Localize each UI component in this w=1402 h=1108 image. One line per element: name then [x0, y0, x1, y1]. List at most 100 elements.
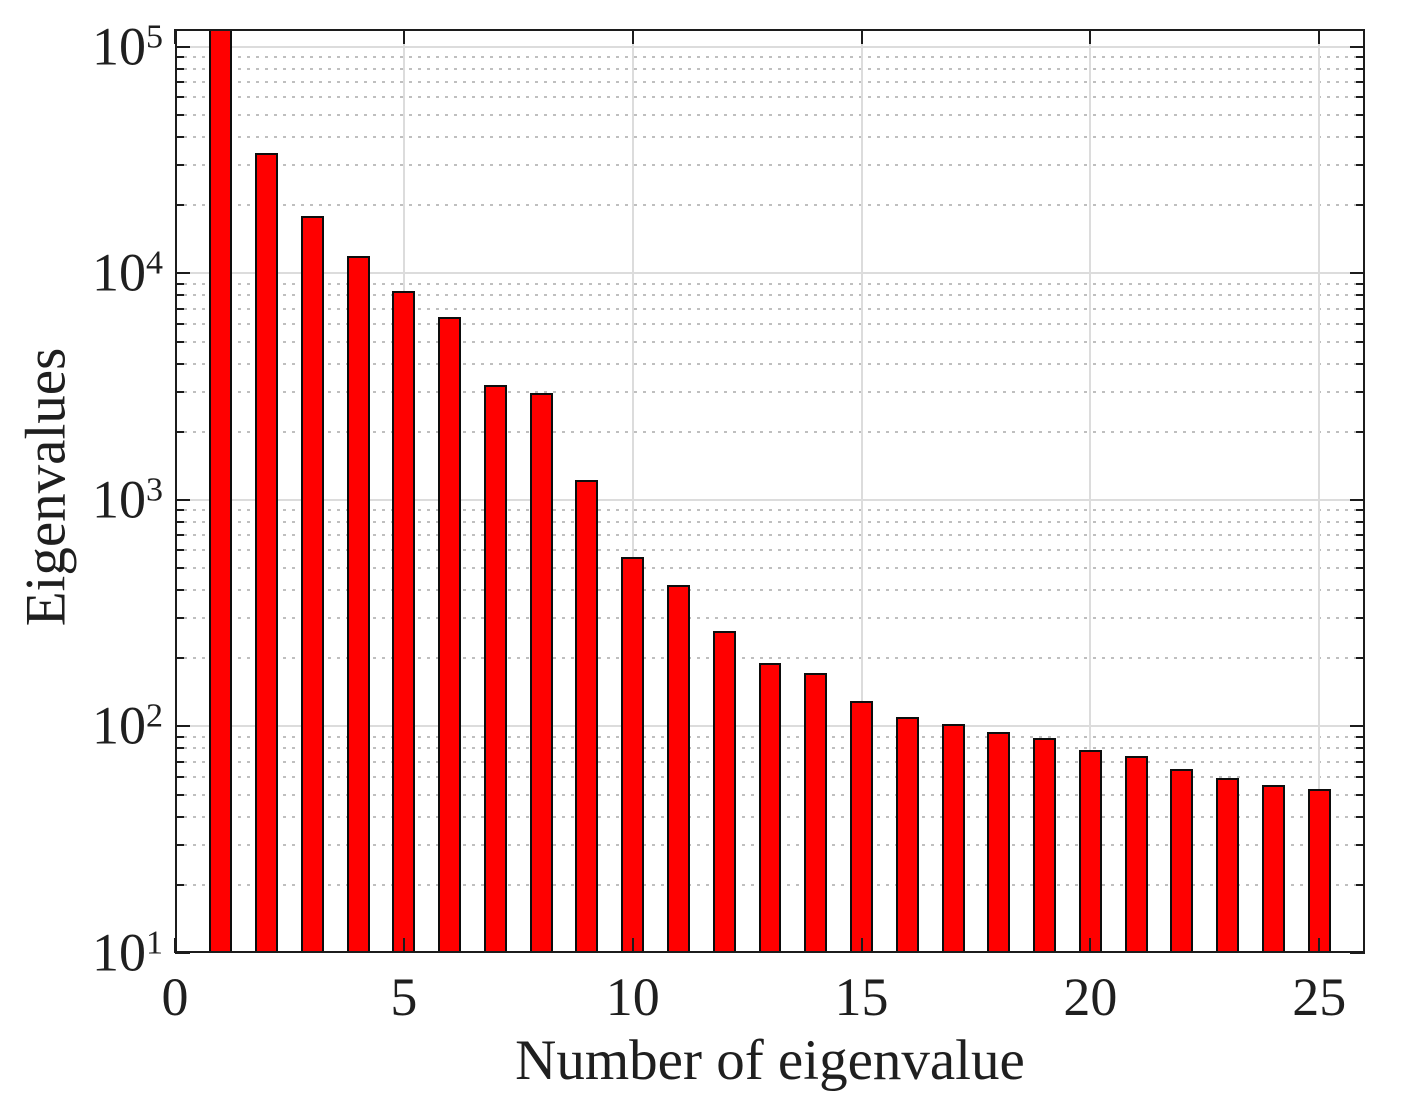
x-major-gridline: [1089, 29, 1092, 953]
y-minor-gridline: [175, 509, 1365, 512]
y-minor-tick-right: [1356, 96, 1365, 99]
bar: [667, 585, 690, 953]
y-minor-tick-right: [1356, 617, 1365, 620]
y-tick-right: [1350, 952, 1365, 954]
y-minor-gridline: [175, 340, 1365, 343]
x-tick-top: [860, 29, 863, 44]
y-minor-tick: [175, 657, 184, 660]
plot-box-border: [175, 29, 1365, 953]
y-minor-tick: [175, 775, 184, 778]
x-tick-top: [402, 29, 405, 44]
x-tick-top: [174, 29, 176, 44]
y-minor-gridline: [175, 657, 1365, 660]
bar: [346, 255, 370, 953]
y-minor-tick-right: [1356, 340, 1365, 343]
y-minor-gridline: [175, 56, 1365, 59]
y-minor-tick-right: [1356, 589, 1365, 592]
bar: [621, 557, 645, 953]
bar: [1078, 749, 1102, 953]
y-minor-tick: [175, 340, 184, 343]
y-minor-tick: [175, 534, 184, 537]
bar: [804, 673, 828, 953]
x-major-gridline: [631, 29, 634, 953]
y-minor-tick-right: [1356, 883, 1365, 886]
bar: [1033, 737, 1057, 953]
y-minor-gridline: [175, 136, 1365, 139]
y-minor-tick: [175, 567, 184, 570]
y-minor-tick-right: [1356, 390, 1365, 393]
y-minor-gridline: [175, 114, 1365, 117]
y-tick-right: [1350, 725, 1365, 728]
y-minor-tick: [175, 136, 184, 139]
y-minor-tick: [175, 589, 184, 592]
x-tick-label: 0: [161, 967, 189, 1027]
y-minor-tick-right: [1356, 534, 1365, 537]
x-tick-top: [1089, 29, 1092, 44]
y-minor-tick-right: [1356, 793, 1365, 796]
y-minor-tick-right: [1356, 657, 1365, 660]
y-minor-tick-right: [1356, 775, 1365, 778]
y-minor-tick-right: [1356, 362, 1365, 365]
bar: [850, 700, 873, 953]
y-minor-tick: [175, 282, 184, 285]
y-minor-gridline: [175, 617, 1365, 620]
y-tick-label: 104: [92, 242, 163, 303]
y-minor-tick: [175, 307, 184, 310]
bar: [1262, 785, 1285, 953]
y-minor-tick: [175, 843, 184, 846]
y-minor-tick-right: [1356, 136, 1365, 139]
y-minor-gridline: [175, 534, 1365, 537]
y-major-gridline: [175, 45, 1365, 48]
y-tick-label: 103: [92, 469, 163, 530]
y-minor-gridline: [175, 390, 1365, 393]
y-tick-right: [1350, 498, 1365, 501]
y-minor-tick: [175, 294, 184, 297]
y-minor-tick: [175, 362, 184, 365]
x-tick-top: [1318, 29, 1321, 44]
bar: [758, 663, 782, 953]
y-minor-tick: [175, 56, 184, 59]
y-tick-right: [1350, 272, 1365, 275]
bar: [1216, 778, 1240, 953]
y-minor-tick-right: [1356, 164, 1365, 167]
y-tick: [175, 952, 190, 954]
y-minor-tick-right: [1356, 307, 1365, 310]
y-minor-tick-right: [1356, 815, 1365, 818]
y-minor-gridline: [175, 282, 1365, 285]
y-minor-gridline: [175, 589, 1365, 592]
bar: [529, 392, 553, 953]
y-minor-tick-right: [1356, 567, 1365, 570]
y-minor-tick: [175, 735, 184, 738]
y-minor-tick-right: [1356, 843, 1365, 846]
y-minor-tick-right: [1356, 294, 1365, 297]
y-minor-tick: [175, 322, 184, 325]
y-minor-tick: [175, 67, 184, 70]
bar: [712, 630, 736, 953]
y-minor-gridline: [175, 81, 1365, 84]
y-tick: [175, 498, 190, 501]
y-minor-tick-right: [1356, 760, 1365, 763]
y-minor-tick: [175, 96, 184, 99]
x-major-gridline: [860, 29, 863, 953]
bar: [483, 384, 507, 953]
y-tick-right: [1350, 45, 1365, 48]
y-major-gridline: [175, 498, 1365, 501]
bar: [1170, 768, 1194, 953]
y-minor-tick-right: [1356, 747, 1365, 750]
bar: [1124, 756, 1148, 953]
y-minor-tick-right: [1356, 430, 1365, 433]
y-minor-gridline: [175, 430, 1365, 433]
bar: [255, 153, 278, 953]
x-tick: [860, 938, 863, 953]
y-minor-tick: [175, 815, 184, 818]
y-minor-tick: [175, 114, 184, 117]
y-minor-tick: [175, 430, 184, 433]
y-minor-tick-right: [1356, 322, 1365, 325]
x-tick-label: 20: [1063, 967, 1118, 1027]
x-major-gridline: [1318, 29, 1321, 953]
y-major-gridline: [175, 272, 1365, 275]
x-tick-label: 15: [834, 967, 889, 1027]
y-minor-tick-right: [1356, 735, 1365, 738]
y-minor-tick: [175, 520, 184, 523]
